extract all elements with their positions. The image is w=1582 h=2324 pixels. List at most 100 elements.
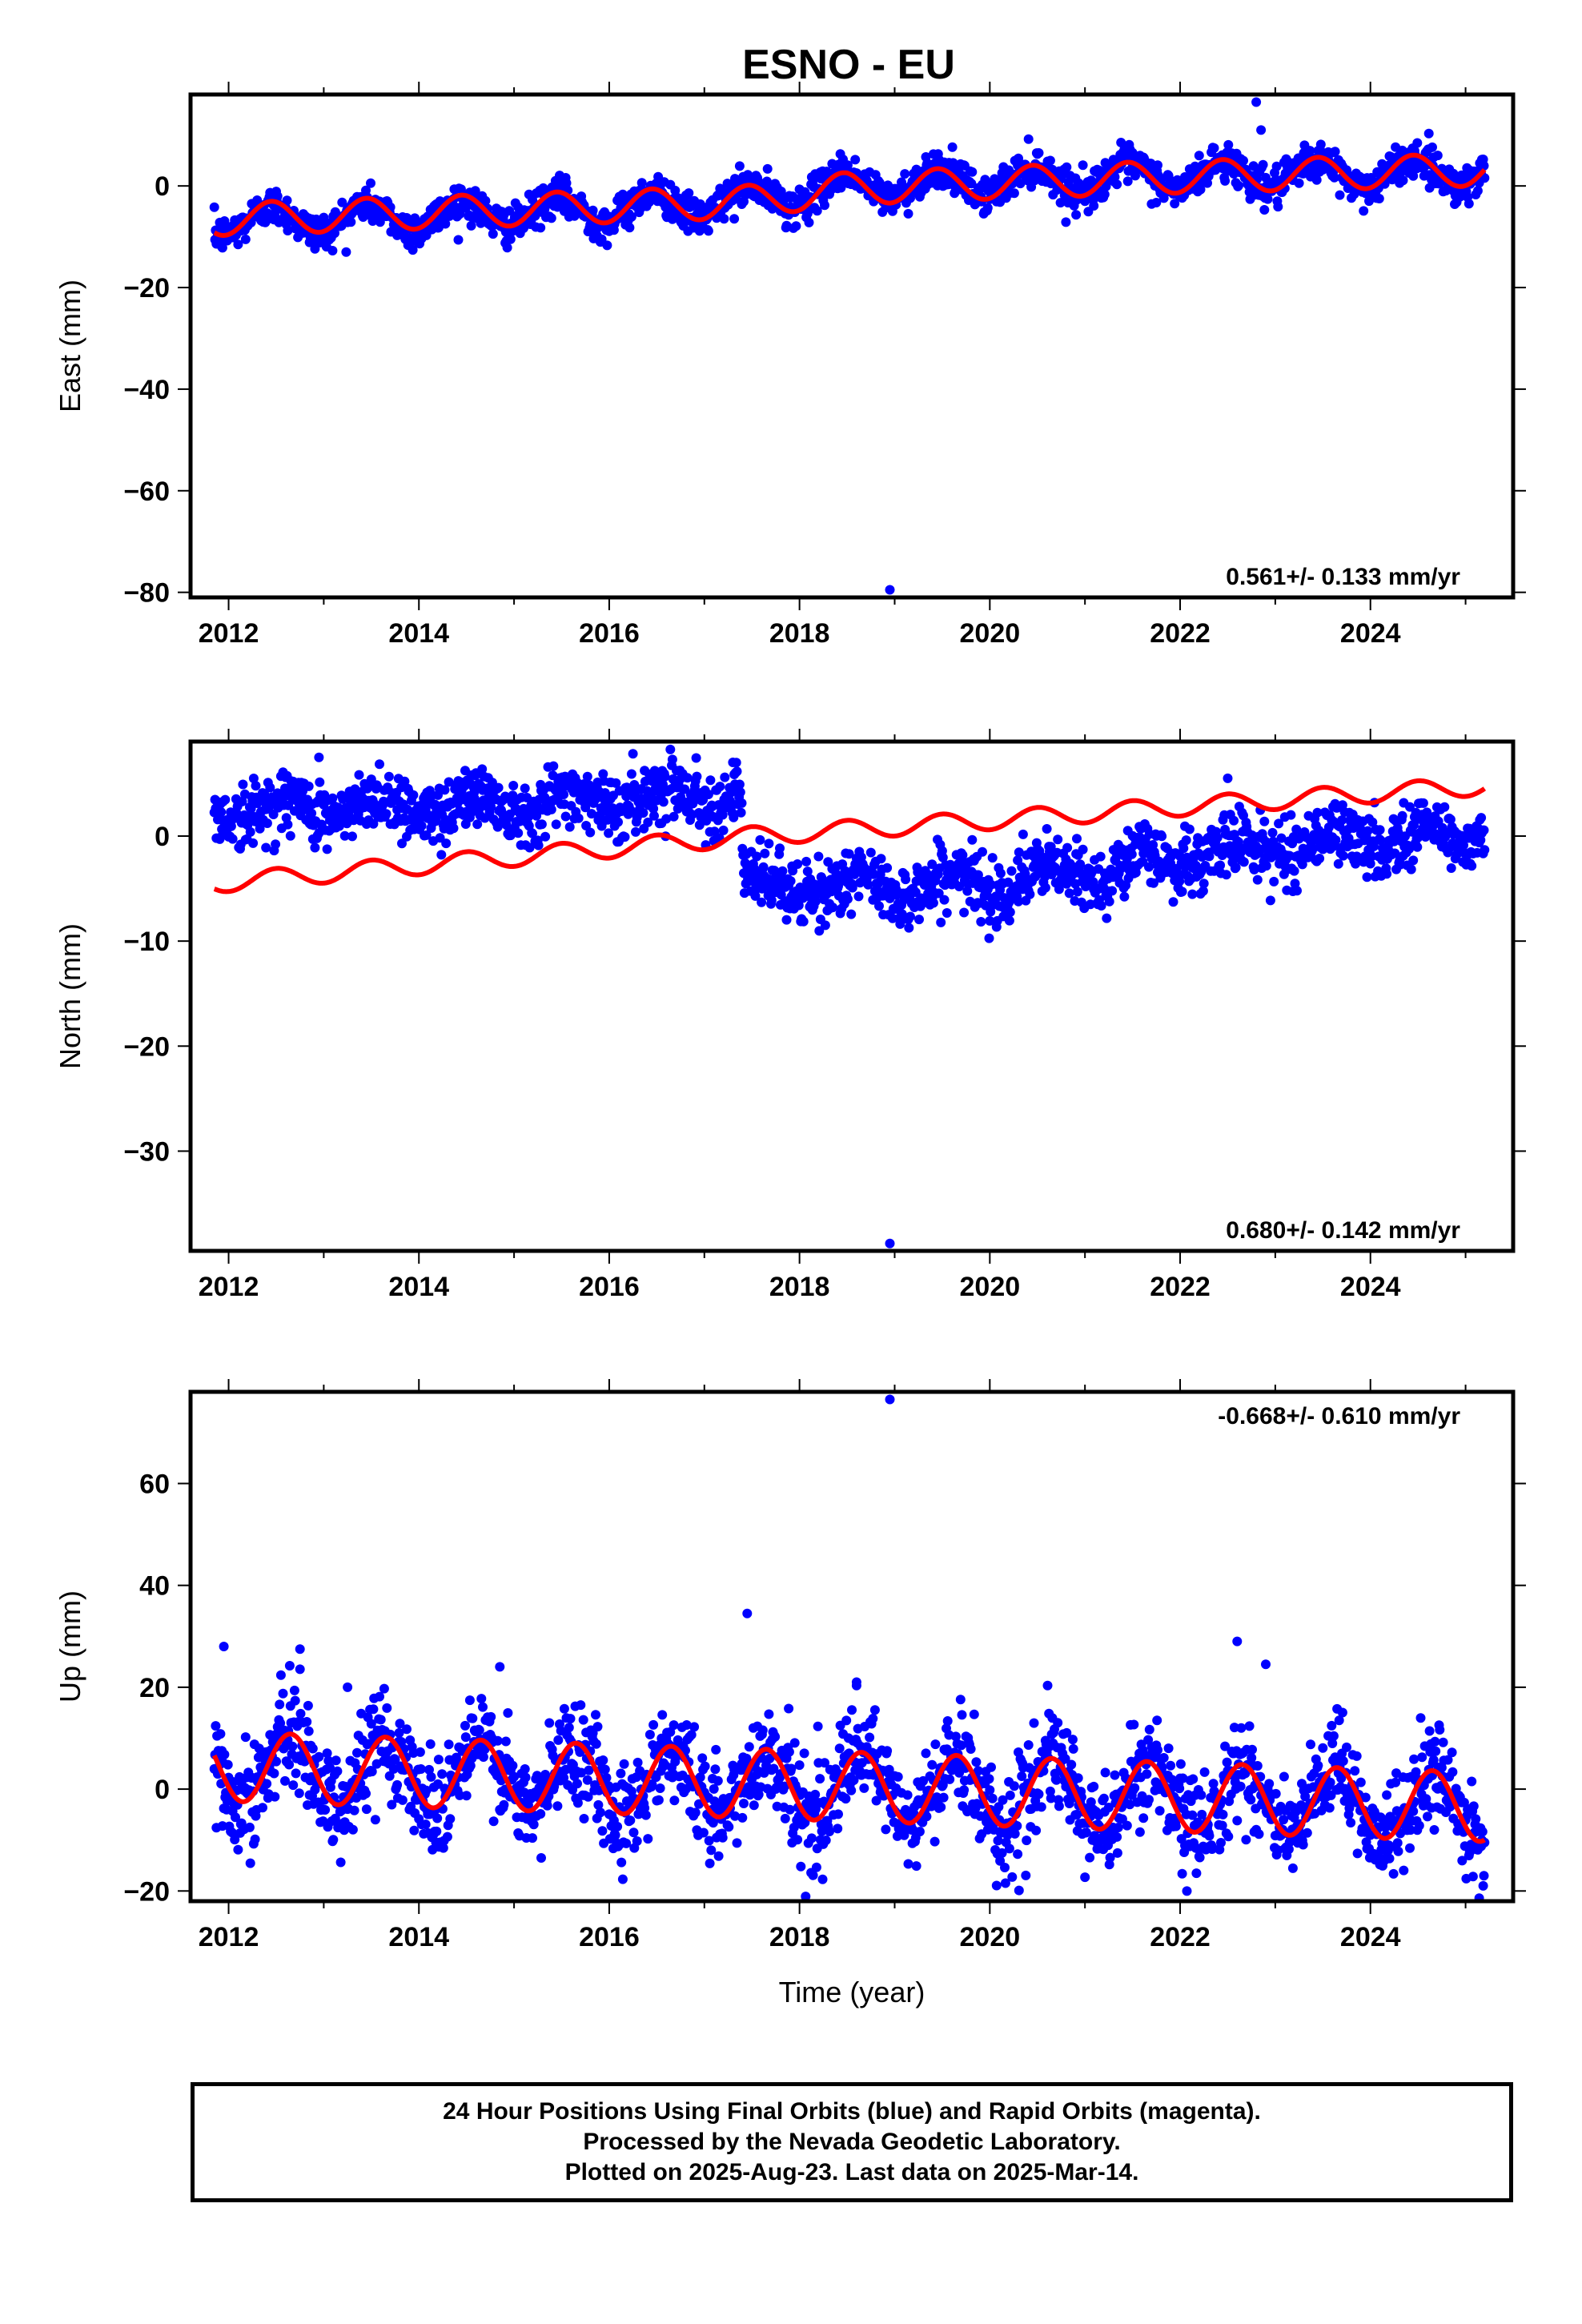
east-data-point — [804, 217, 814, 227]
east-data-point — [341, 247, 351, 257]
east-y-tick-label: −40 — [123, 375, 170, 405]
north-data-point — [1072, 834, 1082, 844]
east-data-point — [480, 195, 491, 206]
up-data-point — [655, 1783, 665, 1793]
up-data-point — [616, 1857, 627, 1868]
east-data-point — [1074, 178, 1084, 188]
north-data-point — [638, 808, 648, 818]
north-x-tick-label: 2018 — [769, 1272, 830, 1302]
north-data-point — [546, 804, 556, 814]
up-data-point — [219, 1749, 230, 1759]
north-data-point — [1337, 815, 1347, 826]
up-data-point — [591, 1710, 600, 1720]
up-data-point — [352, 1747, 362, 1758]
up-data-point — [390, 1755, 400, 1765]
up-data-point — [520, 1772, 531, 1783]
up-data-point — [582, 1775, 592, 1785]
up-data-point — [801, 1892, 811, 1901]
north-data-point — [729, 812, 739, 822]
up-data-point — [957, 1710, 967, 1720]
north-data-point — [1102, 913, 1112, 923]
up-data-point — [769, 1763, 779, 1774]
up-data-point — [938, 1792, 949, 1803]
north-data-point — [248, 838, 259, 848]
up-data-point — [444, 1739, 454, 1750]
north-data-point — [271, 839, 281, 850]
east-data-point — [1412, 138, 1423, 148]
north-data-point — [216, 807, 227, 818]
up-data-point — [549, 1781, 560, 1791]
up-data-point — [233, 1844, 243, 1855]
up-data-point — [749, 1800, 759, 1811]
up-data-point — [709, 1783, 719, 1794]
up-data-point — [565, 1714, 576, 1724]
east-x-tick-label: 2016 — [579, 618, 640, 649]
up-data-point — [572, 1798, 583, 1808]
north-data-point — [737, 798, 747, 808]
north-data-point — [1006, 866, 1017, 876]
north-data-point — [262, 818, 272, 828]
north-data-point — [1004, 915, 1014, 926]
north-data-point — [285, 830, 295, 841]
up-data-point — [559, 1703, 569, 1714]
up-data-point — [402, 1724, 412, 1735]
north-data-point — [1289, 866, 1299, 876]
east-data-point — [1089, 201, 1099, 211]
north-y-tick-label: −20 — [123, 1031, 170, 1062]
north-data-point — [865, 847, 876, 858]
north-data-point — [492, 822, 503, 832]
east-data-point — [1330, 147, 1340, 157]
north-x-tick-label: 2022 — [1150, 1272, 1211, 1302]
north-data-point — [758, 862, 769, 872]
up-data-point — [367, 1767, 377, 1777]
north-data-point — [760, 848, 770, 858]
north-data-point — [1405, 802, 1415, 812]
north-x-tick-label: 2024 — [1340, 1272, 1401, 1302]
north-x-tick-label: 2012 — [199, 1272, 259, 1302]
up-data-point — [628, 1827, 639, 1838]
up-data-point — [409, 1825, 420, 1835]
up-data-point — [379, 1683, 389, 1694]
north-data-point — [248, 774, 259, 783]
north-frame — [188, 739, 1516, 1253]
up-data-point — [258, 1803, 267, 1813]
north-data-point — [1446, 863, 1456, 873]
up-data-point — [621, 1838, 632, 1848]
up-data-point — [368, 1704, 379, 1715]
up-data-point — [387, 1799, 397, 1810]
east-data-point — [1034, 148, 1044, 158]
east-data-point — [1432, 151, 1443, 161]
up-data-point — [425, 1739, 436, 1749]
east-data-point — [1045, 155, 1055, 166]
north-data-point — [1375, 835, 1386, 846]
up-data-point — [793, 1835, 803, 1845]
north-data-point — [238, 779, 248, 790]
up-data-point — [959, 1785, 970, 1795]
up-data-point — [552, 1801, 563, 1811]
up-data-point — [415, 1747, 425, 1757]
north-data-point — [1476, 813, 1487, 823]
north-data-point — [1480, 845, 1490, 855]
east-data-point — [947, 142, 958, 152]
north-data-point — [755, 834, 765, 845]
up-data-point — [302, 1717, 312, 1727]
north-x-tick-label: 2016 — [579, 1272, 640, 1302]
up-data-point — [744, 1742, 754, 1752]
up-data-point — [784, 1703, 794, 1714]
up-data-point — [789, 1823, 799, 1832]
east-data-point — [505, 234, 516, 244]
north-data-point — [967, 834, 978, 845]
north-y-tick-label: 0 — [155, 822, 170, 852]
up-data-point — [765, 1753, 775, 1763]
north-data-point — [400, 776, 410, 786]
up-data-point — [930, 1836, 940, 1847]
east-data-point — [776, 187, 786, 196]
north-data-point — [905, 911, 915, 922]
north-outlier-point — [885, 1238, 895, 1248]
north-data-point — [801, 856, 812, 866]
east-data-point — [240, 234, 251, 244]
north-data-point — [928, 898, 938, 908]
north-data-point — [268, 810, 279, 819]
east-data-point — [456, 184, 466, 195]
north-data-point — [532, 810, 542, 821]
